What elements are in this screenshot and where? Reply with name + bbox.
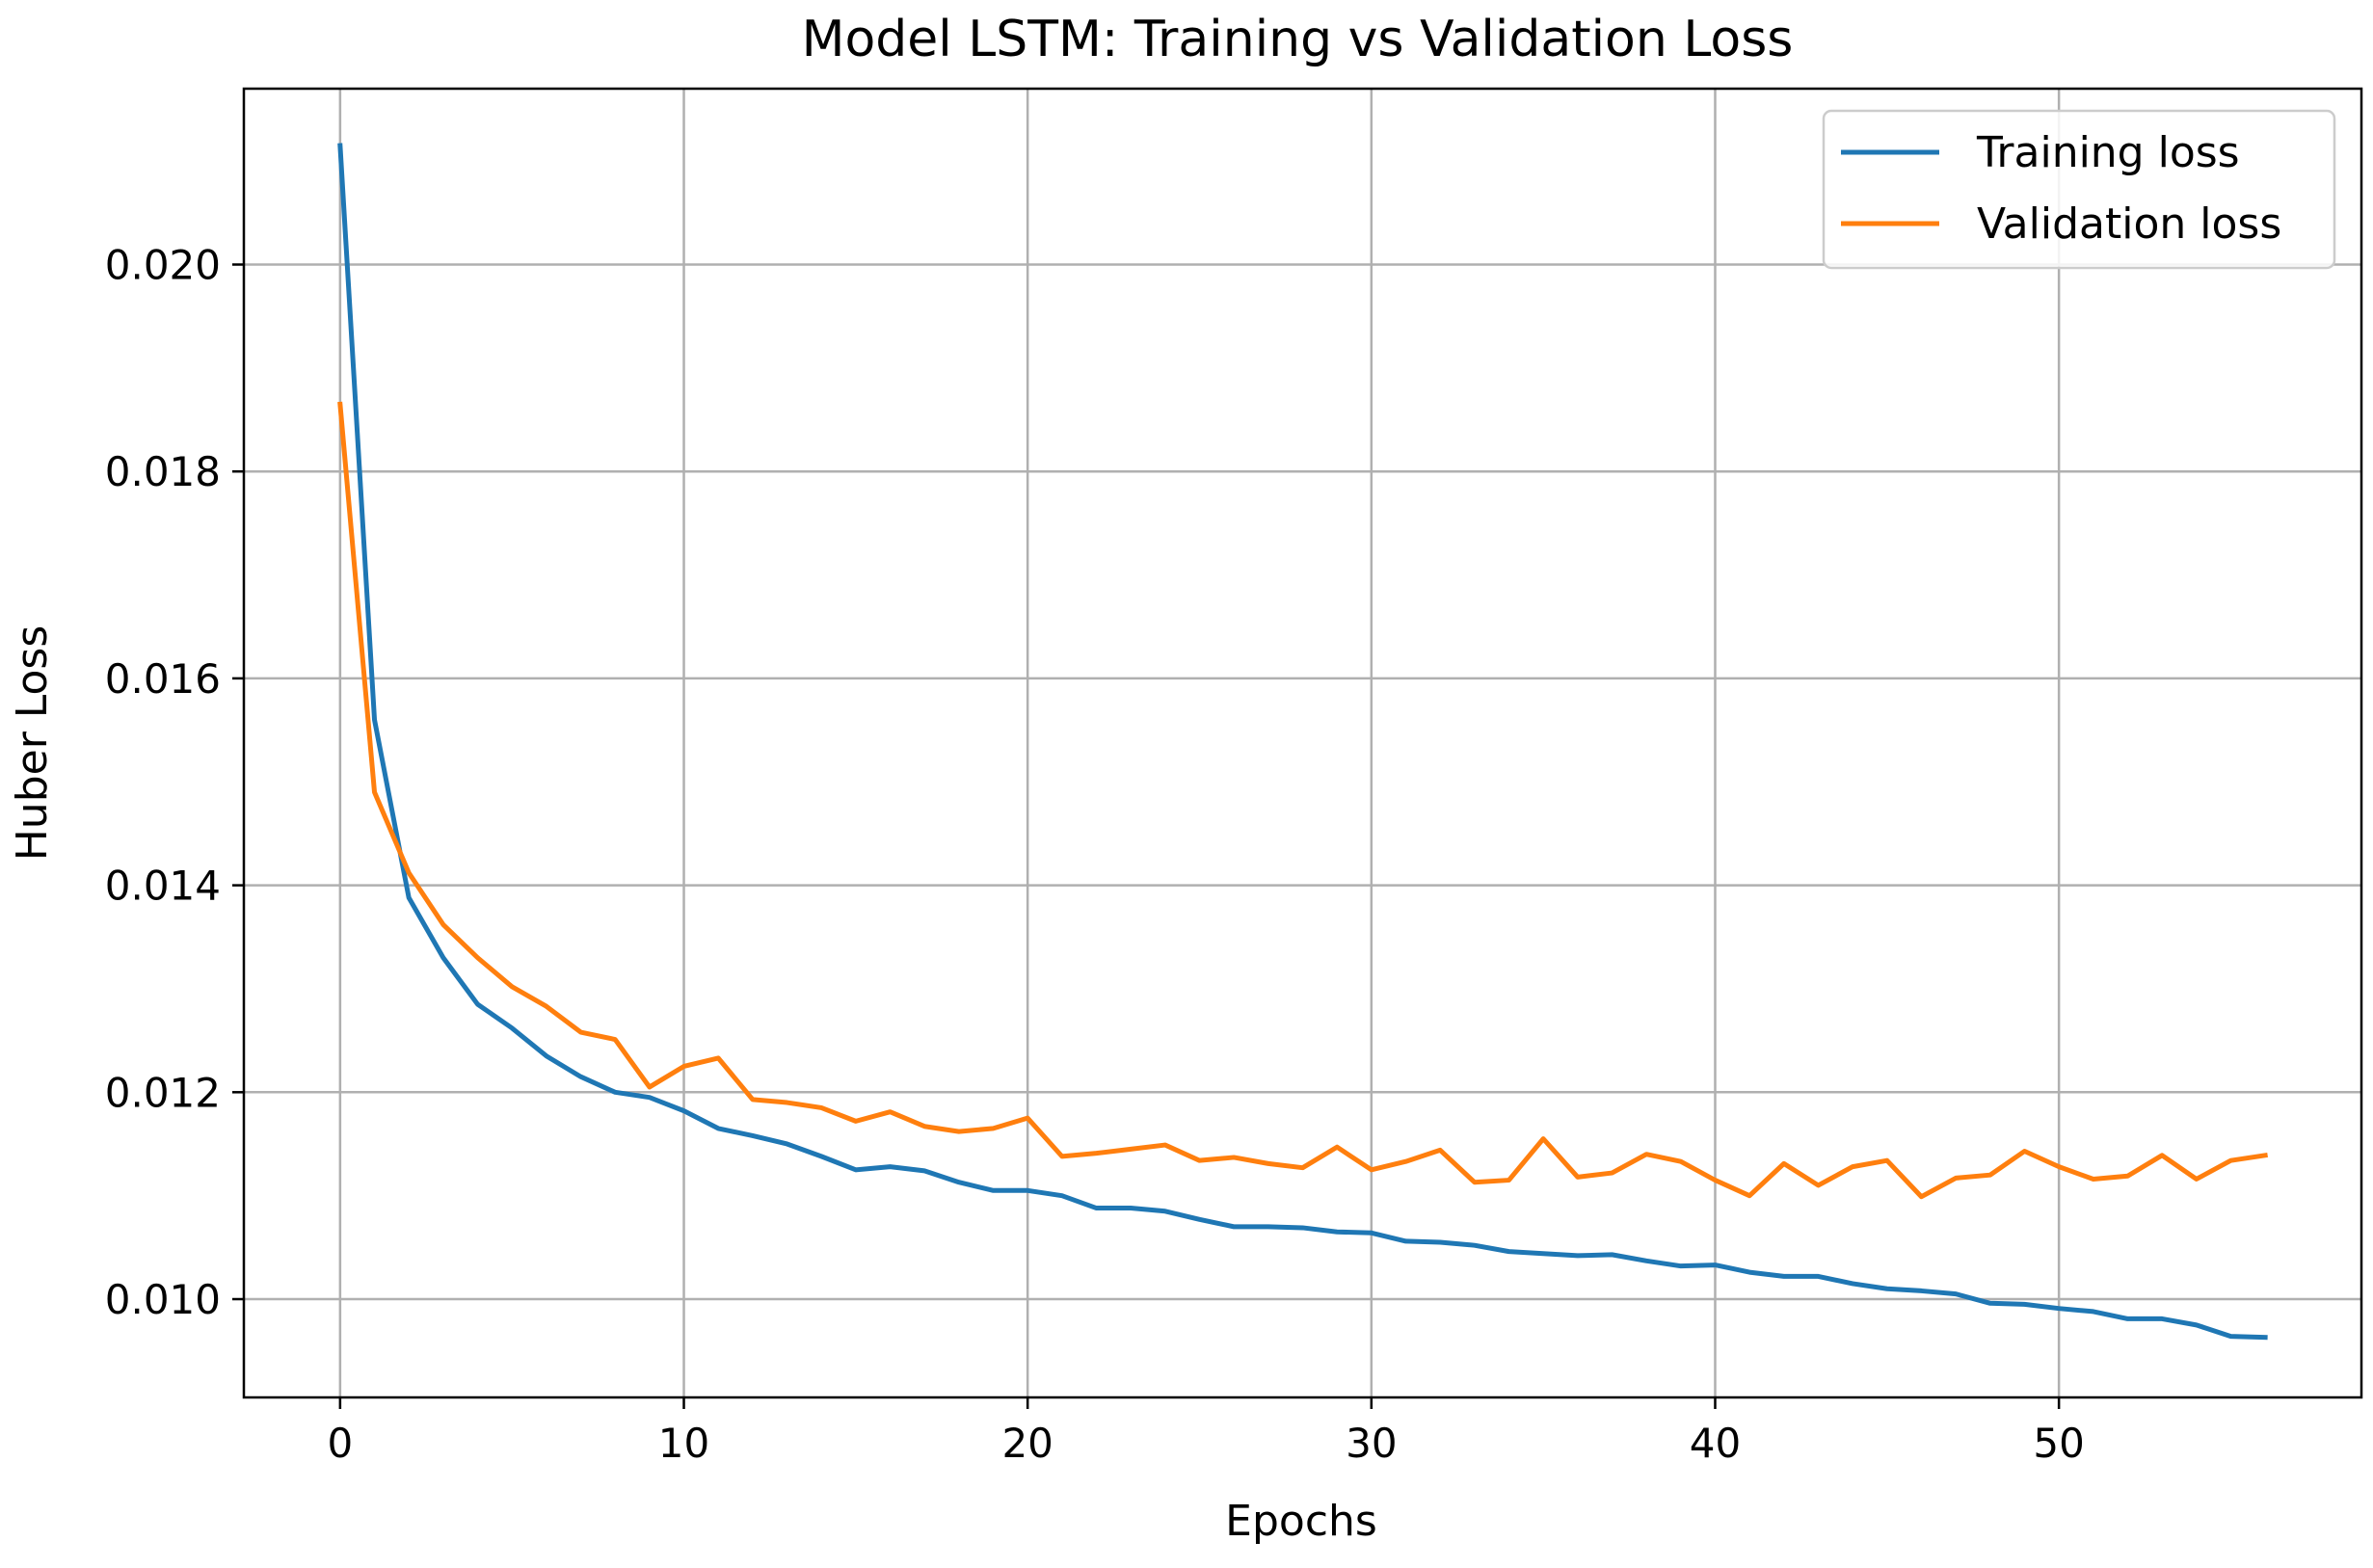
plot-area xyxy=(244,89,2361,1397)
x-axis-label: Epochs xyxy=(1225,1497,1377,1546)
y-tick-label: 0.016 xyxy=(105,655,221,703)
y-tick-label: 0.010 xyxy=(105,1276,221,1323)
y-tick-label: 0.020 xyxy=(105,241,221,288)
training-loss-line xyxy=(337,143,2268,1341)
y-tick-label: 0.012 xyxy=(105,1069,221,1116)
x-tick-label: 50 xyxy=(2033,1420,2084,1467)
legend-label-training: Training loss xyxy=(1976,128,2240,177)
y-axis-label: Huber Loss xyxy=(8,625,57,862)
plot-frame xyxy=(242,87,2363,1399)
legend-label-validation: Validation loss xyxy=(1977,199,2281,249)
x-tick-label: 30 xyxy=(1346,1420,1397,1467)
y-tick-label: 0.014 xyxy=(105,863,221,910)
legend: Training loss Validation loss xyxy=(1822,109,2336,270)
y-tick-label: 0.018 xyxy=(105,448,221,495)
axis-ticks: 0 10 20 30 40 50 0.010 0.012 0.014 0.016 0.018 0.02… xyxy=(105,241,2085,1467)
grid-lines xyxy=(244,89,2361,1397)
x-tick-label: 40 xyxy=(1690,1420,1741,1467)
validation-loss-line xyxy=(337,401,2268,1200)
legend-box xyxy=(1822,109,2336,270)
x-tick-label: 0 xyxy=(327,1420,353,1467)
chart-title: Model LSTM: Training vs Validation Loss xyxy=(802,11,1794,68)
x-tick-label: 20 xyxy=(1001,1420,1053,1467)
x-tick-label: 10 xyxy=(658,1420,709,1467)
series-lines xyxy=(337,143,2268,1341)
